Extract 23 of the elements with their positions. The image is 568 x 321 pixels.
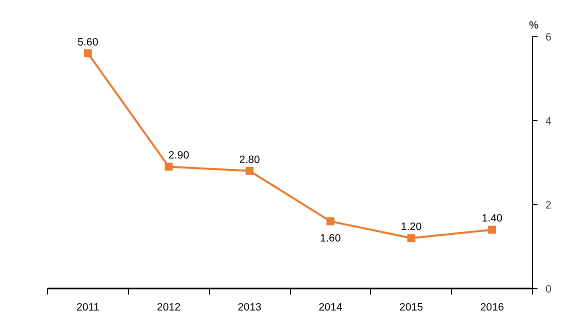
x-tick-label: 2015 [399,302,424,314]
point [488,226,496,234]
point [246,166,254,175]
y-tick-label: 4 [546,116,552,128]
x-tick-label: 2012 [156,302,181,314]
data-label: 1.60 [320,232,341,244]
x-tick-label: 2013 [238,302,262,314]
x-tick-label: 2016 [480,302,504,314]
data-label: 1.40 [482,212,503,225]
y-axis-title: % [529,20,540,32]
data-label: 2.90 [168,150,190,162]
point [407,234,416,242]
x-tick-label: 2014 [318,302,342,314]
y-tick-label: 6 [546,32,552,44]
data-label: 2.80 [239,154,260,166]
data-label: 5.60 [78,36,98,48]
y-tick-label: 2 [546,200,552,212]
x-tick-label: 2011 [76,302,100,314]
point [164,162,173,171]
y-tick-label: 0 [546,284,552,296]
point [84,49,92,58]
data-label: 1.20 [400,221,422,234]
point [326,217,334,226]
